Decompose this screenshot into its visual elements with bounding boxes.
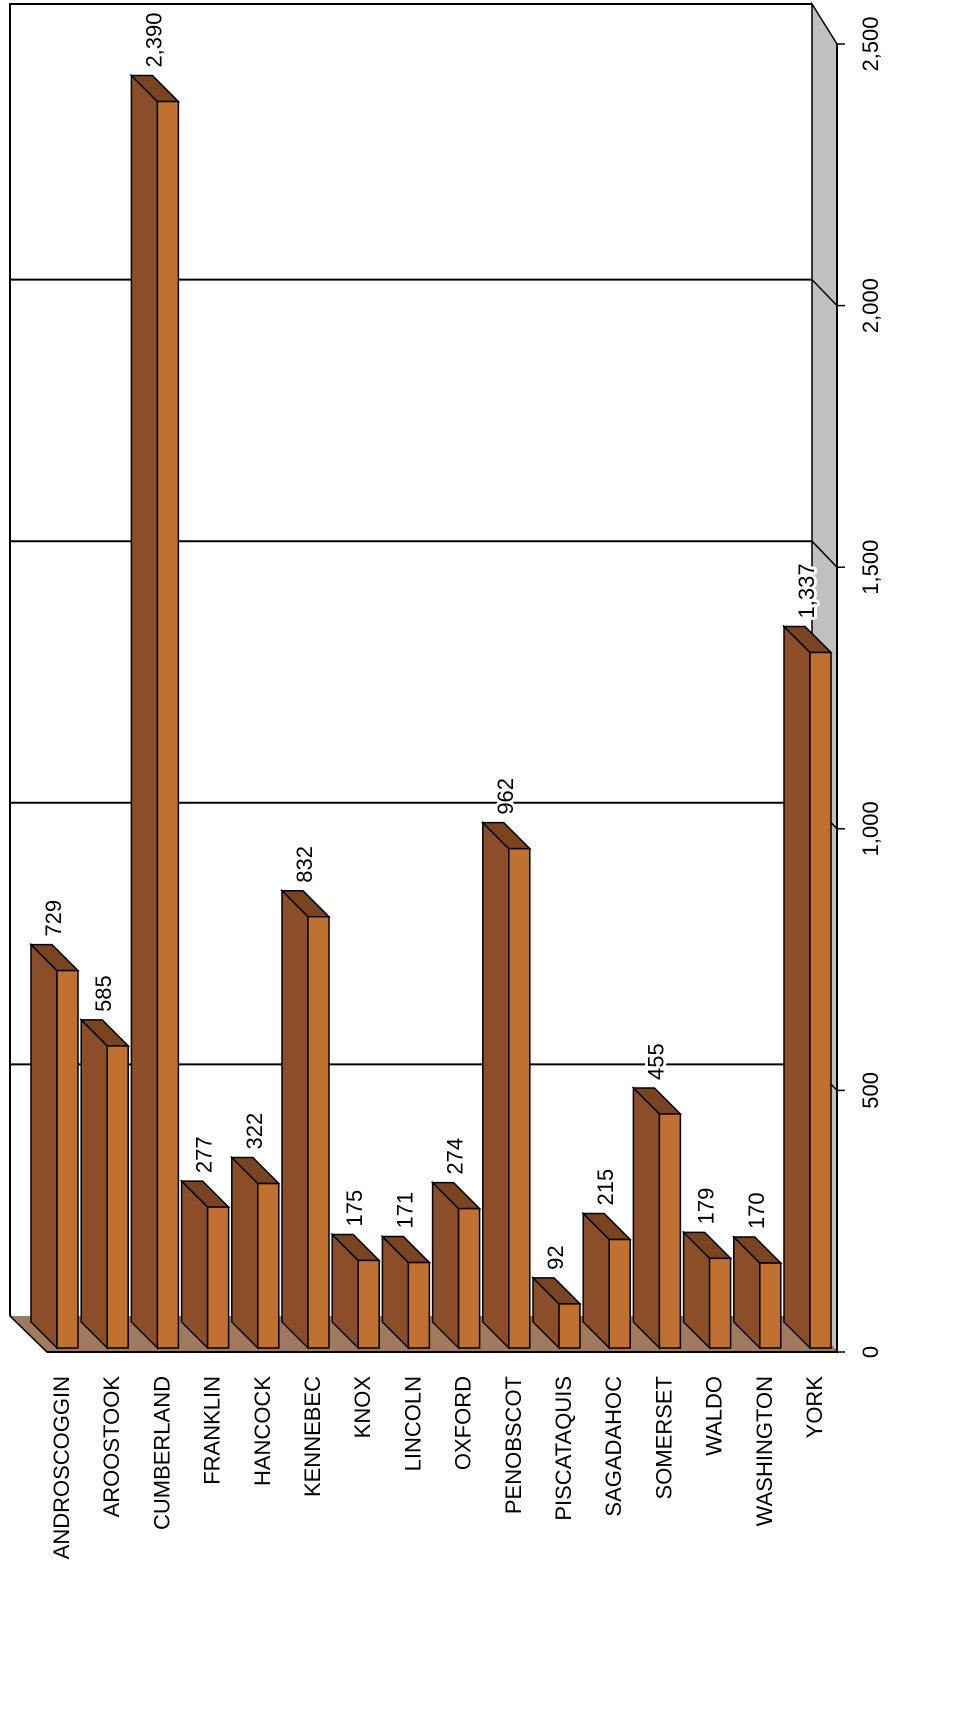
category-label: CUMBERLAND	[149, 1376, 174, 1530]
category-label: WASHINGTON	[752, 1376, 777, 1526]
bar-front-face	[608, 1238, 631, 1349]
bar	[280, 888, 331, 1350]
tick-label: 1,000	[858, 801, 883, 856]
bar-front-face	[357, 1259, 380, 1349]
data-label: 171	[392, 1192, 417, 1229]
bar-side-face	[632, 1086, 661, 1350]
bar	[531, 1276, 582, 1350]
bar	[229, 1155, 281, 1350]
data-labels: 729 585 2,390 277 322 832 175 171 274 962 92 215 455…	[38, 9, 822, 1272]
data-label: 729	[41, 900, 66, 937]
data-label: 832	[292, 846, 317, 883]
bar	[430, 1180, 482, 1350]
bar	[631, 1086, 683, 1350]
bar	[380, 1234, 432, 1350]
bar-front-face	[708, 1257, 732, 1349]
category-label: WALDO	[702, 1376, 727, 1456]
bar	[681, 1230, 733, 1350]
chart-back-wall	[9, 3, 812, 1316]
bar-front-face	[508, 847, 531, 1349]
bar-front-face	[307, 915, 330, 1349]
back-wall-outline	[9, 3, 812, 1316]
data-label: 215	[593, 1169, 618, 1206]
bar-front-face	[106, 1045, 129, 1349]
value-axis-tick-labels: 0 500 1,000 1,500 2,000 2,500	[858, 16, 883, 1358]
bar-front-face	[457, 1207, 481, 1349]
bar-side-face	[180, 1179, 209, 1350]
data-label: 175	[342, 1190, 367, 1227]
category-axis-labels: ANDROSCOGGIN AROOSTOOK CUMBERLAND FRANKLIN H…	[49, 1376, 827, 1560]
bar-front-face	[759, 1262, 782, 1349]
category-label: OXFORD	[451, 1376, 476, 1470]
bar-front-face	[156, 100, 180, 1349]
bar-front-face	[206, 1206, 230, 1349]
data-label: 1,337	[794, 563, 819, 618]
bar-side-face	[482, 820, 510, 1350]
category-label: ANDROSCOGGIN	[49, 1376, 74, 1559]
data-label: 277	[192, 1136, 217, 1173]
tick-label: 0	[858, 1346, 883, 1358]
category-label: PENOBSCOT	[501, 1376, 526, 1514]
data-label: 274	[443, 1138, 468, 1175]
tick-label: 2,000	[858, 278, 883, 333]
category-label: HANCOCK	[250, 1376, 275, 1486]
bar	[480, 820, 532, 1350]
bar-side-face	[80, 1018, 108, 1350]
bar-front-face	[658, 1113, 682, 1349]
bar	[782, 624, 833, 1350]
data-label: 585	[91, 975, 116, 1012]
bar	[129, 73, 181, 1350]
bar	[79, 1018, 131, 1350]
tick-label: 2,500	[858, 16, 883, 71]
data-label: 2,390	[141, 12, 166, 67]
bar-front-face	[407, 1261, 431, 1349]
category-label: KENNEBEC	[300, 1376, 325, 1497]
gridline-depth	[811, 540, 838, 568]
bar-side-face	[130, 73, 159, 1350]
category-label: PISCATAQUIS	[551, 1376, 576, 1521]
bar	[330, 1232, 382, 1350]
data-label: 92	[543, 1245, 568, 1269]
bar-front-face	[558, 1303, 581, 1349]
bar-front-face	[56, 969, 79, 1349]
category-label: FRANKLIN	[200, 1376, 225, 1485]
bar-front-face	[257, 1182, 280, 1349]
bar-side-face	[431, 1180, 460, 1350]
tick-label: 500	[858, 1072, 883, 1109]
bar-front-face	[809, 651, 832, 1349]
data-label: 962	[493, 778, 518, 815]
bar-side-face	[30, 942, 58, 1350]
bars	[29, 73, 833, 1350]
bar-side-face	[783, 624, 811, 1350]
category-label: SOMERSET	[651, 1376, 676, 1499]
data-label: 455	[643, 1043, 668, 1080]
category-label: KNOX	[350, 1376, 375, 1439]
data-label: 179	[694, 1188, 719, 1225]
bar-side-face	[231, 1155, 259, 1350]
category-label: YORK	[802, 1376, 827, 1439]
floor-edge	[9, 1315, 48, 1353]
category-label: LINCOLN	[400, 1376, 425, 1471]
bar	[581, 1211, 633, 1350]
bar	[179, 1179, 231, 1350]
category-label: SAGADAHOC	[601, 1376, 626, 1517]
bar	[29, 942, 80, 1350]
gridline-depth	[811, 279, 838, 307]
tick-label: 1,500	[858, 540, 883, 595]
bar-side-face	[281, 888, 309, 1350]
data-label: 322	[242, 1113, 267, 1150]
bar	[731, 1235, 783, 1350]
category-label: AROOSTOOK	[99, 1376, 124, 1518]
data-label: 170	[744, 1192, 769, 1229]
